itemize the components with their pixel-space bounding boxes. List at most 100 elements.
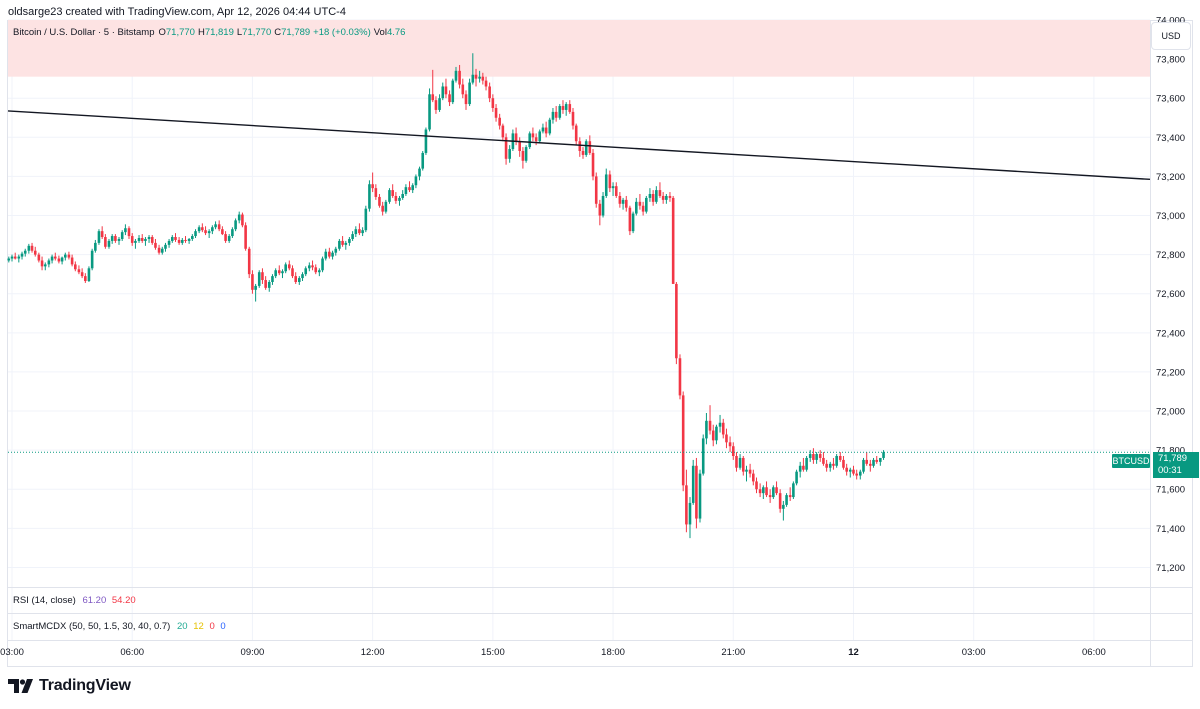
candle-body xyxy=(434,100,438,110)
candle-body xyxy=(651,194,655,202)
candle-body xyxy=(838,456,842,460)
tradingview-logo[interactable]: TradingView xyxy=(8,677,131,695)
price-tick-label: 73,400 xyxy=(1156,133,1185,144)
candle-body xyxy=(77,269,81,273)
rsi-indicator-legend[interactable]: RSI (14, close) 61.20 54.20 xyxy=(13,595,136,606)
candle-body xyxy=(705,420,708,439)
rsi-title: RSI (14, close) xyxy=(13,595,76,606)
candle-body xyxy=(508,149,511,159)
candle-body xyxy=(328,251,331,257)
time-tick-label: 18:00 xyxy=(601,647,625,658)
candle-body xyxy=(267,281,271,288)
candle-body xyxy=(120,232,124,239)
candle-body xyxy=(501,125,505,138)
tradingview-logo-text: TradingView xyxy=(39,677,131,694)
candle-body xyxy=(201,227,204,231)
candle-body xyxy=(798,465,802,472)
mcdx-value-1: 20 xyxy=(177,621,188,632)
high-label: H xyxy=(197,27,205,38)
currency-button[interactable]: USD xyxy=(1151,22,1191,50)
price-axis[interactable]: 71,200 71,400 71,600 71,800 72,000 72,200 72,4… xyxy=(1156,16,1185,574)
candle-body xyxy=(27,245,31,251)
candle-body xyxy=(755,481,758,490)
symbol-price-tag: BTCUSD xyxy=(1112,454,1150,468)
candle-body xyxy=(478,76,481,79)
candle-body xyxy=(227,236,231,241)
candle-body xyxy=(97,231,101,243)
candle-body xyxy=(324,251,328,259)
time-axis[interactable]: 03:00 06:00 09:00 12:00 15:00 18:00 21:00 12 03:… xyxy=(0,647,1106,658)
chart-border xyxy=(7,20,1193,667)
mcdx-indicator-legend[interactable]: SmartMCDX (50, 50, 1.5, 30, 40, 0.7) 20 … xyxy=(13,621,226,632)
candle-body xyxy=(451,80,455,103)
candle-body xyxy=(301,274,304,279)
close-value: 71,789 xyxy=(281,27,311,38)
candle-body xyxy=(70,257,74,265)
candle-body xyxy=(671,197,675,284)
price-tick-label: 74,000 xyxy=(1156,16,1185,27)
candle-body xyxy=(474,74,478,79)
candle-body xyxy=(84,276,87,282)
candle-body xyxy=(130,236,134,243)
candle-body xyxy=(655,190,658,202)
time-tick-label: 12 xyxy=(848,647,859,658)
candle-body xyxy=(17,256,21,259)
candle-body xyxy=(564,104,568,110)
candle-body xyxy=(481,76,485,81)
candle-body xyxy=(468,82,471,105)
candle-body xyxy=(147,237,151,239)
candle-body xyxy=(67,254,71,258)
candle-body xyxy=(832,463,835,466)
candle-body xyxy=(211,227,214,232)
candle-body xyxy=(298,278,301,282)
candle-body xyxy=(424,129,428,153)
candle-body xyxy=(388,190,391,202)
candle-body xyxy=(458,70,461,85)
candle-body xyxy=(137,238,141,241)
trendline[interactable] xyxy=(7,110,1151,181)
price-tick-label: 71,400 xyxy=(1156,524,1185,535)
candle-body xyxy=(187,238,191,241)
candle-body xyxy=(194,231,197,237)
candle-body xyxy=(725,434,728,443)
candle-body xyxy=(685,485,688,525)
candle-body xyxy=(30,245,34,251)
candle-body xyxy=(762,487,765,494)
price-tick-label: 73,800 xyxy=(1156,55,1185,66)
candle-body xyxy=(160,248,164,253)
candle-body xyxy=(37,254,41,261)
candle-body xyxy=(848,469,852,472)
candle-body xyxy=(688,502,692,525)
candle-body xyxy=(621,199,625,204)
candle-body xyxy=(207,231,211,234)
candle-body xyxy=(825,463,828,468)
candle-body xyxy=(872,459,875,466)
candle-body xyxy=(828,463,832,468)
candle-body xyxy=(541,127,545,132)
candle-body xyxy=(234,220,237,230)
candle-body xyxy=(491,98,495,108)
candles-layer xyxy=(7,53,885,539)
candle-body xyxy=(261,272,264,281)
change-value: +18 (+0.03%) xyxy=(313,27,371,38)
candle-body xyxy=(150,237,154,243)
candle-body xyxy=(448,94,451,103)
candle-body xyxy=(110,236,114,241)
candle-body xyxy=(381,205,384,212)
candle-body xyxy=(648,194,652,198)
candle-body xyxy=(741,457,745,472)
symbol-description[interactable]: Bitcoin / U.S. Dollar · 5 · Bitstamp xyxy=(13,27,155,38)
price-tick-label: 73,000 xyxy=(1156,211,1185,222)
symbol-legend: Bitcoin / U.S. Dollar · 5 · Bitstamp O 71… xyxy=(13,27,408,38)
candle-body xyxy=(795,471,798,484)
candle-body xyxy=(581,150,585,155)
candle-body xyxy=(835,456,838,466)
candle-body xyxy=(488,86,491,99)
mcdx-value-4: 0 xyxy=(220,621,226,632)
price-tick-label: 72,800 xyxy=(1156,250,1185,261)
candle-body xyxy=(204,230,207,234)
candle-body xyxy=(785,495,788,505)
mcdx-value-2: 12 xyxy=(193,621,204,632)
candle-body xyxy=(875,459,879,462)
